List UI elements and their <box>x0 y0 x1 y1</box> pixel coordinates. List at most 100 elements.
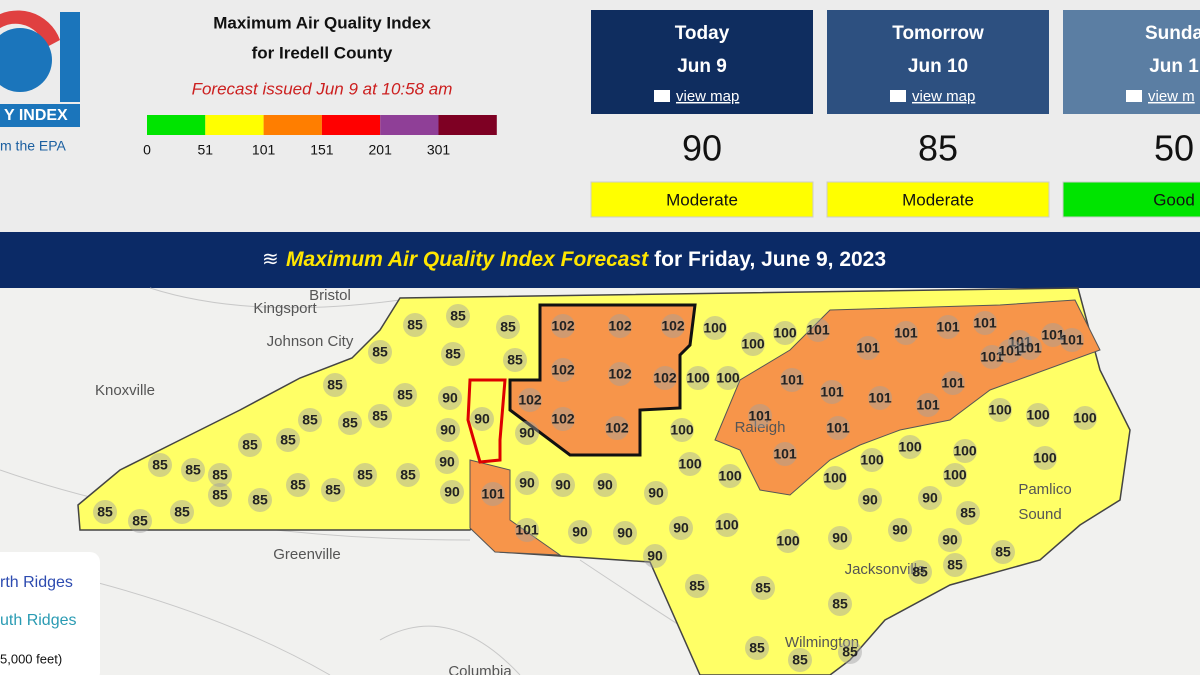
county-aqi: 90 <box>922 490 938 506</box>
wind-icon: ≋ <box>262 248 279 270</box>
county-aqi: 102 <box>661 318 685 334</box>
city-label: Kingsport <box>253 300 317 317</box>
label-bubble <box>938 528 962 552</box>
county-aqi: 101 <box>748 408 772 424</box>
label-bubble <box>518 388 542 412</box>
view-map-link[interactable]: view map <box>676 88 739 105</box>
label-bubble <box>568 520 592 544</box>
county-aqi: 85 <box>407 317 423 333</box>
label-bubble <box>748 404 772 428</box>
county-aqi: 85 <box>689 578 705 594</box>
scale-label: 201 <box>369 142 393 158</box>
label-bubble <box>181 458 205 482</box>
county-aqi: 100 <box>741 336 765 352</box>
aqi-value: 85 <box>918 128 958 169</box>
category: Moderate <box>902 190 974 209</box>
label-bubble <box>715 513 739 537</box>
label-bubble <box>441 342 465 366</box>
legend-item: rth Ridges <box>0 574 73 591</box>
county-aqi: 90 <box>617 525 633 541</box>
county-aqi: 85 <box>372 408 388 424</box>
aqi-scale: 0 51 101 151 201 301 <box>143 115 497 158</box>
county-aqi: 85 <box>912 564 928 580</box>
county-aqi: 101 <box>916 397 940 413</box>
card-date: Jun 10 <box>908 56 968 77</box>
county-aqi: 90 <box>519 475 535 491</box>
label-bubble <box>298 408 322 432</box>
label-bubble <box>496 315 520 339</box>
city-label: Johnson City <box>267 333 354 350</box>
county-aqi: 100 <box>716 370 740 386</box>
county-aqi: 85 <box>302 412 318 428</box>
forecast-cards: Today Jun 9 view map 90 Moderate Tomorrow Jun … <box>590 10 1200 218</box>
county-aqi: 101 <box>1008 334 1032 350</box>
view-map-link[interactable]: view m <box>1148 88 1195 105</box>
label-bubble <box>936 315 960 339</box>
county-aqi: 85 <box>342 415 358 431</box>
label-bubble <box>503 348 527 372</box>
aqi-value: 50 <box>1154 128 1194 169</box>
label-bubble <box>208 483 232 507</box>
label-bubble <box>1073 406 1097 430</box>
county-aqi: 100 <box>703 320 727 336</box>
county-aqi: 100 <box>1026 407 1050 423</box>
county-aqi: 102 <box>518 392 542 408</box>
label-bubble <box>894 321 918 345</box>
banner-rest: for Friday, June 9, 2023 <box>654 248 886 271</box>
county-aqi: 100 <box>773 325 797 341</box>
county-aqi: 90 <box>439 454 455 470</box>
county-aqi: 90 <box>474 411 490 427</box>
county-aqi: 102 <box>608 366 632 382</box>
card-day: Today <box>675 23 730 44</box>
label-bubble <box>593 473 617 497</box>
card-header <box>827 10 1049 114</box>
county-aqi: 100 <box>953 443 977 459</box>
logo-sub: m the EPA <box>0 138 67 154</box>
card-day: Sunda <box>1145 23 1200 44</box>
label-bubble <box>1033 446 1057 470</box>
label-bubble <box>916 393 940 417</box>
iredell-outline <box>466 378 507 464</box>
county-aqi: 85 <box>832 596 848 612</box>
label-bubble <box>321 478 345 502</box>
city-label: Jacksonville <box>845 561 926 578</box>
label-bubble <box>368 340 392 364</box>
scale-segment <box>321 115 381 135</box>
county-aqi: 90 <box>444 484 460 500</box>
label-bubble <box>608 362 632 386</box>
card-date: Jun 9 <box>677 56 727 77</box>
scale-label: 151 <box>310 142 334 158</box>
label-bubble <box>1041 323 1065 347</box>
label-bubble <box>773 321 797 345</box>
county-aqi: 85 <box>397 387 413 403</box>
map-icon <box>890 90 906 102</box>
county-aqi: 85 <box>947 557 963 573</box>
label-bubble <box>776 529 800 553</box>
label-bubble <box>826 416 850 440</box>
subtitle: for Iredell County <box>252 43 393 62</box>
county-aqi: 90 <box>555 477 571 493</box>
scale-segment <box>205 115 264 135</box>
category-box <box>1062 181 1200 218</box>
county-aqi: 90 <box>832 530 848 546</box>
county-aqi: 102 <box>653 370 677 386</box>
label-bubble <box>745 636 769 660</box>
label-bubble <box>551 407 575 431</box>
view-map-link[interactable]: view map <box>912 88 975 105</box>
label-bubble <box>828 526 852 550</box>
category-box <box>826 181 1050 218</box>
label-bubble <box>941 371 965 395</box>
logo-text: Y INDEX <box>4 107 68 124</box>
label-bubble <box>991 540 1015 564</box>
county-aqi: 85 <box>960 505 976 521</box>
county-aqi: 101 <box>894 325 918 341</box>
label-bubble <box>888 518 912 542</box>
county-aqi: 100 <box>860 452 884 468</box>
county-aqi: 85 <box>212 487 228 503</box>
label-bubble <box>208 463 232 487</box>
county-aqi: 101 <box>773 446 797 462</box>
logo-arc <box>0 10 60 48</box>
label-bubble <box>323 373 347 397</box>
scale-label: 101 <box>252 142 276 158</box>
label-bubble <box>1018 336 1042 360</box>
